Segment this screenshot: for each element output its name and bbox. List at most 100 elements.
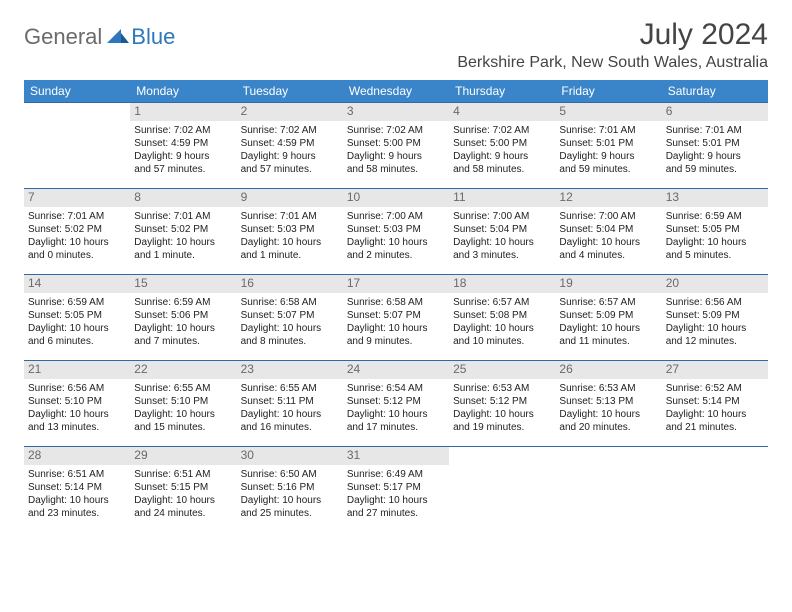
- daylight-text: and 5 minutes.: [666, 249, 764, 262]
- calendar-day-cell: 10Sunrise: 7:00 AMSunset: 5:03 PMDayligh…: [343, 189, 449, 275]
- daylight-text: Daylight: 10 hours: [28, 408, 126, 421]
- daylight-text: and 13 minutes.: [28, 421, 126, 434]
- calendar-week-row: 1Sunrise: 7:02 AMSunset: 4:59 PMDaylight…: [24, 103, 768, 189]
- sunset-text: Sunset: 5:01 PM: [559, 137, 657, 150]
- weekday-header: Saturday: [662, 80, 768, 103]
- sunset-text: Sunset: 4:59 PM: [241, 137, 339, 150]
- calendar-day-cell: 5Sunrise: 7:01 AMSunset: 5:01 PMDaylight…: [555, 103, 661, 189]
- sunset-text: Sunset: 5:03 PM: [347, 223, 445, 236]
- sunset-text: Sunset: 5:10 PM: [28, 395, 126, 408]
- calendar-day-cell: 3Sunrise: 7:02 AMSunset: 5:00 PMDaylight…: [343, 103, 449, 189]
- logo-triangle-icon: [107, 27, 129, 48]
- daylight-text: Daylight: 10 hours: [134, 322, 232, 335]
- sunset-text: Sunset: 5:04 PM: [559, 223, 657, 236]
- day-number: 17: [343, 275, 449, 293]
- sunset-text: Sunset: 5:03 PM: [241, 223, 339, 236]
- daylight-text: and 12 minutes.: [666, 335, 764, 348]
- calendar-day-cell: 13Sunrise: 6:59 AMSunset: 5:05 PMDayligh…: [662, 189, 768, 275]
- daylight-text: Daylight: 10 hours: [134, 236, 232, 249]
- calendar-day-cell: 30Sunrise: 6:50 AMSunset: 5:16 PMDayligh…: [237, 447, 343, 533]
- header: General Blue July 2024 Berkshire Park, N…: [24, 18, 768, 72]
- daylight-text: and 1 minute.: [134, 249, 232, 262]
- daylight-text: Daylight: 9 hours: [666, 150, 764, 163]
- sunset-text: Sunset: 5:12 PM: [347, 395, 445, 408]
- sunset-text: Sunset: 5:05 PM: [666, 223, 764, 236]
- sunrise-text: Sunrise: 6:55 AM: [241, 382, 339, 395]
- calendar-day-cell: 4Sunrise: 7:02 AMSunset: 5:00 PMDaylight…: [449, 103, 555, 189]
- daylight-text: and 9 minutes.: [347, 335, 445, 348]
- daylight-text: and 21 minutes.: [666, 421, 764, 434]
- sunrise-text: Sunrise: 6:59 AM: [28, 296, 126, 309]
- daylight-text: Daylight: 9 hours: [453, 150, 551, 163]
- daylight-text: and 11 minutes.: [559, 335, 657, 348]
- sunrise-text: Sunrise: 7:00 AM: [453, 210, 551, 223]
- sunrise-text: Sunrise: 6:56 AM: [666, 296, 764, 309]
- calendar-day-cell: 24Sunrise: 6:54 AMSunset: 5:12 PMDayligh…: [343, 361, 449, 447]
- daylight-text: and 3 minutes.: [453, 249, 551, 262]
- daylight-text: Daylight: 10 hours: [134, 408, 232, 421]
- daylight-text: and 4 minutes.: [559, 249, 657, 262]
- day-number: 8: [130, 189, 236, 207]
- sunset-text: Sunset: 5:13 PM: [559, 395, 657, 408]
- calendar-day-cell: 6Sunrise: 7:01 AMSunset: 5:01 PMDaylight…: [662, 103, 768, 189]
- sunrise-text: Sunrise: 7:01 AM: [241, 210, 339, 223]
- calendar-day-cell: [662, 447, 768, 533]
- sunrise-text: Sunrise: 6:59 AM: [134, 296, 232, 309]
- day-number: 13: [662, 189, 768, 207]
- weekday-header-row: SundayMondayTuesdayWednesdayThursdayFrid…: [24, 80, 768, 103]
- daylight-text: Daylight: 10 hours: [347, 494, 445, 507]
- daylight-text: and 59 minutes.: [559, 163, 657, 176]
- daylight-text: Daylight: 9 hours: [241, 150, 339, 163]
- daylight-text: Daylight: 9 hours: [134, 150, 232, 163]
- calendar-day-cell: 9Sunrise: 7:01 AMSunset: 5:03 PMDaylight…: [237, 189, 343, 275]
- daylight-text: and 2 minutes.: [347, 249, 445, 262]
- calendar-day-cell: [24, 103, 130, 189]
- day-number: 26: [555, 361, 661, 379]
- sunrise-text: Sunrise: 6:56 AM: [28, 382, 126, 395]
- calendar-day-cell: 7Sunrise: 7:01 AMSunset: 5:02 PMDaylight…: [24, 189, 130, 275]
- day-number: 23: [237, 361, 343, 379]
- daylight-text: and 57 minutes.: [241, 163, 339, 176]
- sunrise-text: Sunrise: 7:01 AM: [28, 210, 126, 223]
- sunset-text: Sunset: 5:07 PM: [347, 309, 445, 322]
- daylight-text: Daylight: 10 hours: [453, 408, 551, 421]
- sunrise-text: Sunrise: 7:02 AM: [134, 124, 232, 137]
- sunset-text: Sunset: 5:05 PM: [28, 309, 126, 322]
- calendar-day-cell: [555, 447, 661, 533]
- calendar-day-cell: 17Sunrise: 6:58 AMSunset: 5:07 PMDayligh…: [343, 275, 449, 361]
- calendar-day-cell: 28Sunrise: 6:51 AMSunset: 5:14 PMDayligh…: [24, 447, 130, 533]
- daylight-text: Daylight: 10 hours: [666, 322, 764, 335]
- sunrise-text: Sunrise: 6:59 AM: [666, 210, 764, 223]
- day-number: 2: [237, 103, 343, 121]
- sunrise-text: Sunrise: 7:00 AM: [347, 210, 445, 223]
- daylight-text: Daylight: 10 hours: [666, 408, 764, 421]
- calendar-day-cell: 14Sunrise: 6:59 AMSunset: 5:05 PMDayligh…: [24, 275, 130, 361]
- calendar-day-cell: 2Sunrise: 7:02 AMSunset: 4:59 PMDaylight…: [237, 103, 343, 189]
- sunrise-text: Sunrise: 7:02 AM: [347, 124, 445, 137]
- sunrise-text: Sunrise: 6:53 AM: [559, 382, 657, 395]
- daylight-text: and 58 minutes.: [453, 163, 551, 176]
- daylight-text: Daylight: 10 hours: [241, 408, 339, 421]
- sunset-text: Sunset: 5:11 PM: [241, 395, 339, 408]
- sunset-text: Sunset: 5:01 PM: [666, 137, 764, 150]
- daylight-text: and 27 minutes.: [347, 507, 445, 520]
- day-number: 29: [130, 447, 236, 465]
- sunset-text: Sunset: 5:02 PM: [28, 223, 126, 236]
- calendar-day-cell: 12Sunrise: 7:00 AMSunset: 5:04 PMDayligh…: [555, 189, 661, 275]
- day-number: 25: [449, 361, 555, 379]
- day-number: 15: [130, 275, 236, 293]
- weekday-header: Tuesday: [237, 80, 343, 103]
- day-number: 22: [130, 361, 236, 379]
- day-number: 16: [237, 275, 343, 293]
- day-number: 7: [24, 189, 130, 207]
- sunrise-text: Sunrise: 6:55 AM: [134, 382, 232, 395]
- sunrise-text: Sunrise: 6:50 AM: [241, 468, 339, 481]
- daylight-text: and 15 minutes.: [134, 421, 232, 434]
- sunrise-text: Sunrise: 6:49 AM: [347, 468, 445, 481]
- daylight-text: Daylight: 10 hours: [241, 494, 339, 507]
- sunset-text: Sunset: 5:12 PM: [453, 395, 551, 408]
- sunrise-text: Sunrise: 7:02 AM: [453, 124, 551, 137]
- daylight-text: and 10 minutes.: [453, 335, 551, 348]
- daylight-text: Daylight: 10 hours: [134, 494, 232, 507]
- daylight-text: Daylight: 10 hours: [347, 236, 445, 249]
